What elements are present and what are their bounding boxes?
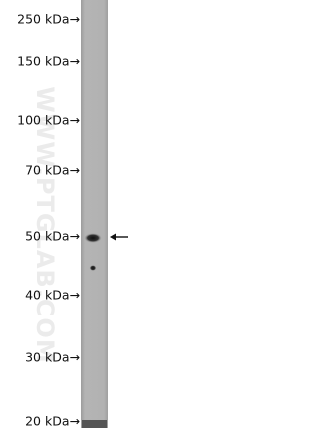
marker-label: 250 kDa→: [17, 12, 80, 27]
marker-label: 30 kDa→: [25, 350, 80, 365]
blot-image: WWW.PTGLAB.COM 250 kDa→ 150 kDa→ 100 kDa→ 7…: [17, 0, 128, 428]
lane: [81, 0, 108, 428]
marker-label: 40 kDa→: [25, 288, 80, 303]
spot: [89, 265, 97, 271]
marker-label: 20 kDa→: [25, 414, 80, 428]
marker-label: 100 kDa→: [17, 113, 80, 128]
marker-label: 150 kDa→: [17, 54, 80, 69]
band-arrow: [110, 233, 128, 241]
lane-bottom: [82, 420, 107, 428]
band: [84, 233, 102, 243]
watermark: WWW.PTGLAB.COM: [31, 86, 59, 363]
marker-label: 50 kDa→: [25, 229, 80, 244]
marker-label: 70 kDa→: [25, 163, 80, 178]
